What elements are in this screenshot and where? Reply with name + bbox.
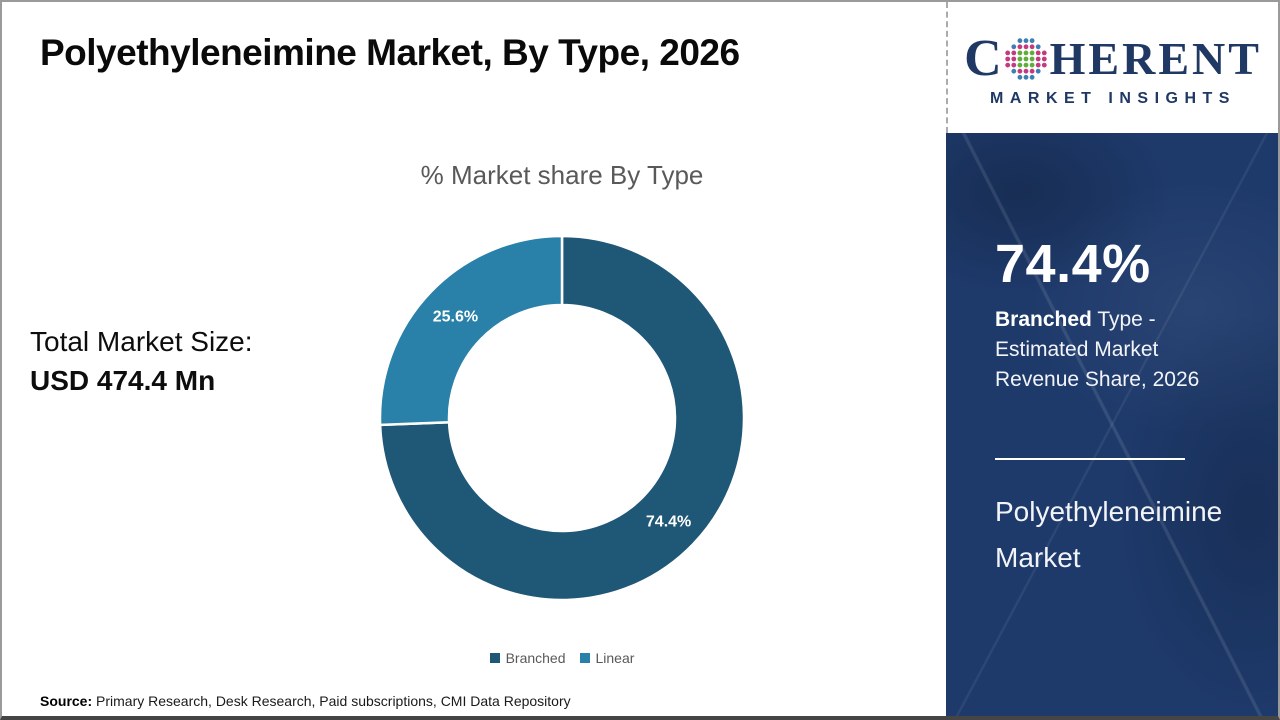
globe-dot <box>1035 56 1041 62</box>
globe-dot <box>1041 50 1047 56</box>
globe-dot <box>1004 56 1010 62</box>
legend-item-branched: Branched <box>489 650 566 666</box>
donut-chart: 74.4% 25.6% <box>378 234 746 602</box>
total-market-size-value: USD 474.4 Mn <box>30 365 216 396</box>
globe-dot <box>1017 50 1022 56</box>
globe-dot <box>1011 44 1016 50</box>
legend-swatch-linear <box>579 653 590 663</box>
globe-dot <box>1004 62 1010 68</box>
globe-dot <box>1023 44 1029 50</box>
source-note: Source: Primary Research, Desk Research,… <box>40 693 571 709</box>
sidebar-divider-line <box>995 458 1185 460</box>
donut-slice-branched <box>378 234 746 602</box>
logo-letter-c: C <box>964 30 1002 87</box>
brand-logo-wordmark: C HERENT <box>964 33 1262 85</box>
sidebar-market-name: Polyethyleneimine Market <box>995 496 1223 573</box>
globe-dot <box>1029 44 1035 50</box>
globe-dot <box>1035 62 1041 68</box>
globe-dot <box>1011 56 1016 62</box>
globe-dot <box>1023 74 1029 80</box>
source-text: Primary Research, Desk Research, Paid su… <box>92 693 571 709</box>
globe-dot <box>1011 62 1016 68</box>
globe-dot <box>1041 62 1047 68</box>
sidebar-stat-rest: Type - Estimated Market Revenue Share, 2… <box>995 308 1200 391</box>
slice-label-branched: 74.4% <box>646 514 691 531</box>
sidebar-stat-description: Branched Type - Estimated Market Revenue… <box>995 305 1221 395</box>
globe-dot <box>1004 50 1010 56</box>
legend-label-branched: Branched <box>505 650 566 666</box>
globe-dot <box>1017 62 1022 68</box>
total-market-size-label: Total Market Size: <box>30 326 253 357</box>
globe-dot <box>1011 50 1016 56</box>
donut-slice-linear <box>378 234 564 427</box>
page-title: Polyethyleneimine Market, By Type, 2026 <box>40 32 740 73</box>
legend-swatch-branched <box>489 653 500 663</box>
legend-label-linear: Linear <box>595 650 635 666</box>
globe-dot <box>1035 44 1041 50</box>
globe-dot <box>1035 50 1041 56</box>
globe-dot <box>1041 56 1047 62</box>
globe-dot <box>1017 56 1022 62</box>
globe-dot <box>1011 68 1016 74</box>
globe-dot <box>1029 68 1035 74</box>
brand-logo: C HERENT MARKET INSIGHTS <box>946 2 1278 133</box>
source-label: Source: <box>40 693 93 709</box>
globe-dot <box>1029 56 1035 62</box>
globe-dot <box>1035 68 1041 74</box>
sidebar-stat-bold-term: Branched <box>995 308 1092 331</box>
globe-dot <box>1023 50 1029 56</box>
globe-dot <box>1017 68 1022 74</box>
globe-dot <box>1023 56 1029 62</box>
globe-dot <box>1017 44 1022 50</box>
globe-dot <box>1029 38 1035 44</box>
logo-word-rest: HERENT <box>1049 33 1262 84</box>
globe-dot <box>1023 62 1029 68</box>
chart-title: % Market share By Type <box>420 160 704 190</box>
globe-dot <box>1029 62 1035 68</box>
brand-logo-subtitle: MARKET INSIGHTS <box>990 90 1236 107</box>
slice-label-linear: 25.6% <box>433 308 478 325</box>
sidebar-stat-value: 74.4% <box>995 234 1151 294</box>
globe-dot <box>1029 74 1035 80</box>
globe-dot <box>1023 68 1029 74</box>
globe-dot <box>1029 50 1035 56</box>
highlight-sidebar: 74.4% Branched Type - Estimated Market R… <box>946 133 1278 716</box>
total-market-size-block: Total Market Size: USD 474.4 Mn <box>30 326 253 397</box>
chart-legend: Branched Linear <box>332 650 792 666</box>
globe-dots-icon <box>1004 38 1047 80</box>
globe-dot <box>1017 74 1022 80</box>
globe-dot <box>1023 38 1029 44</box>
globe-dot <box>1017 38 1022 44</box>
legend-item-linear: Linear <box>579 650 635 666</box>
